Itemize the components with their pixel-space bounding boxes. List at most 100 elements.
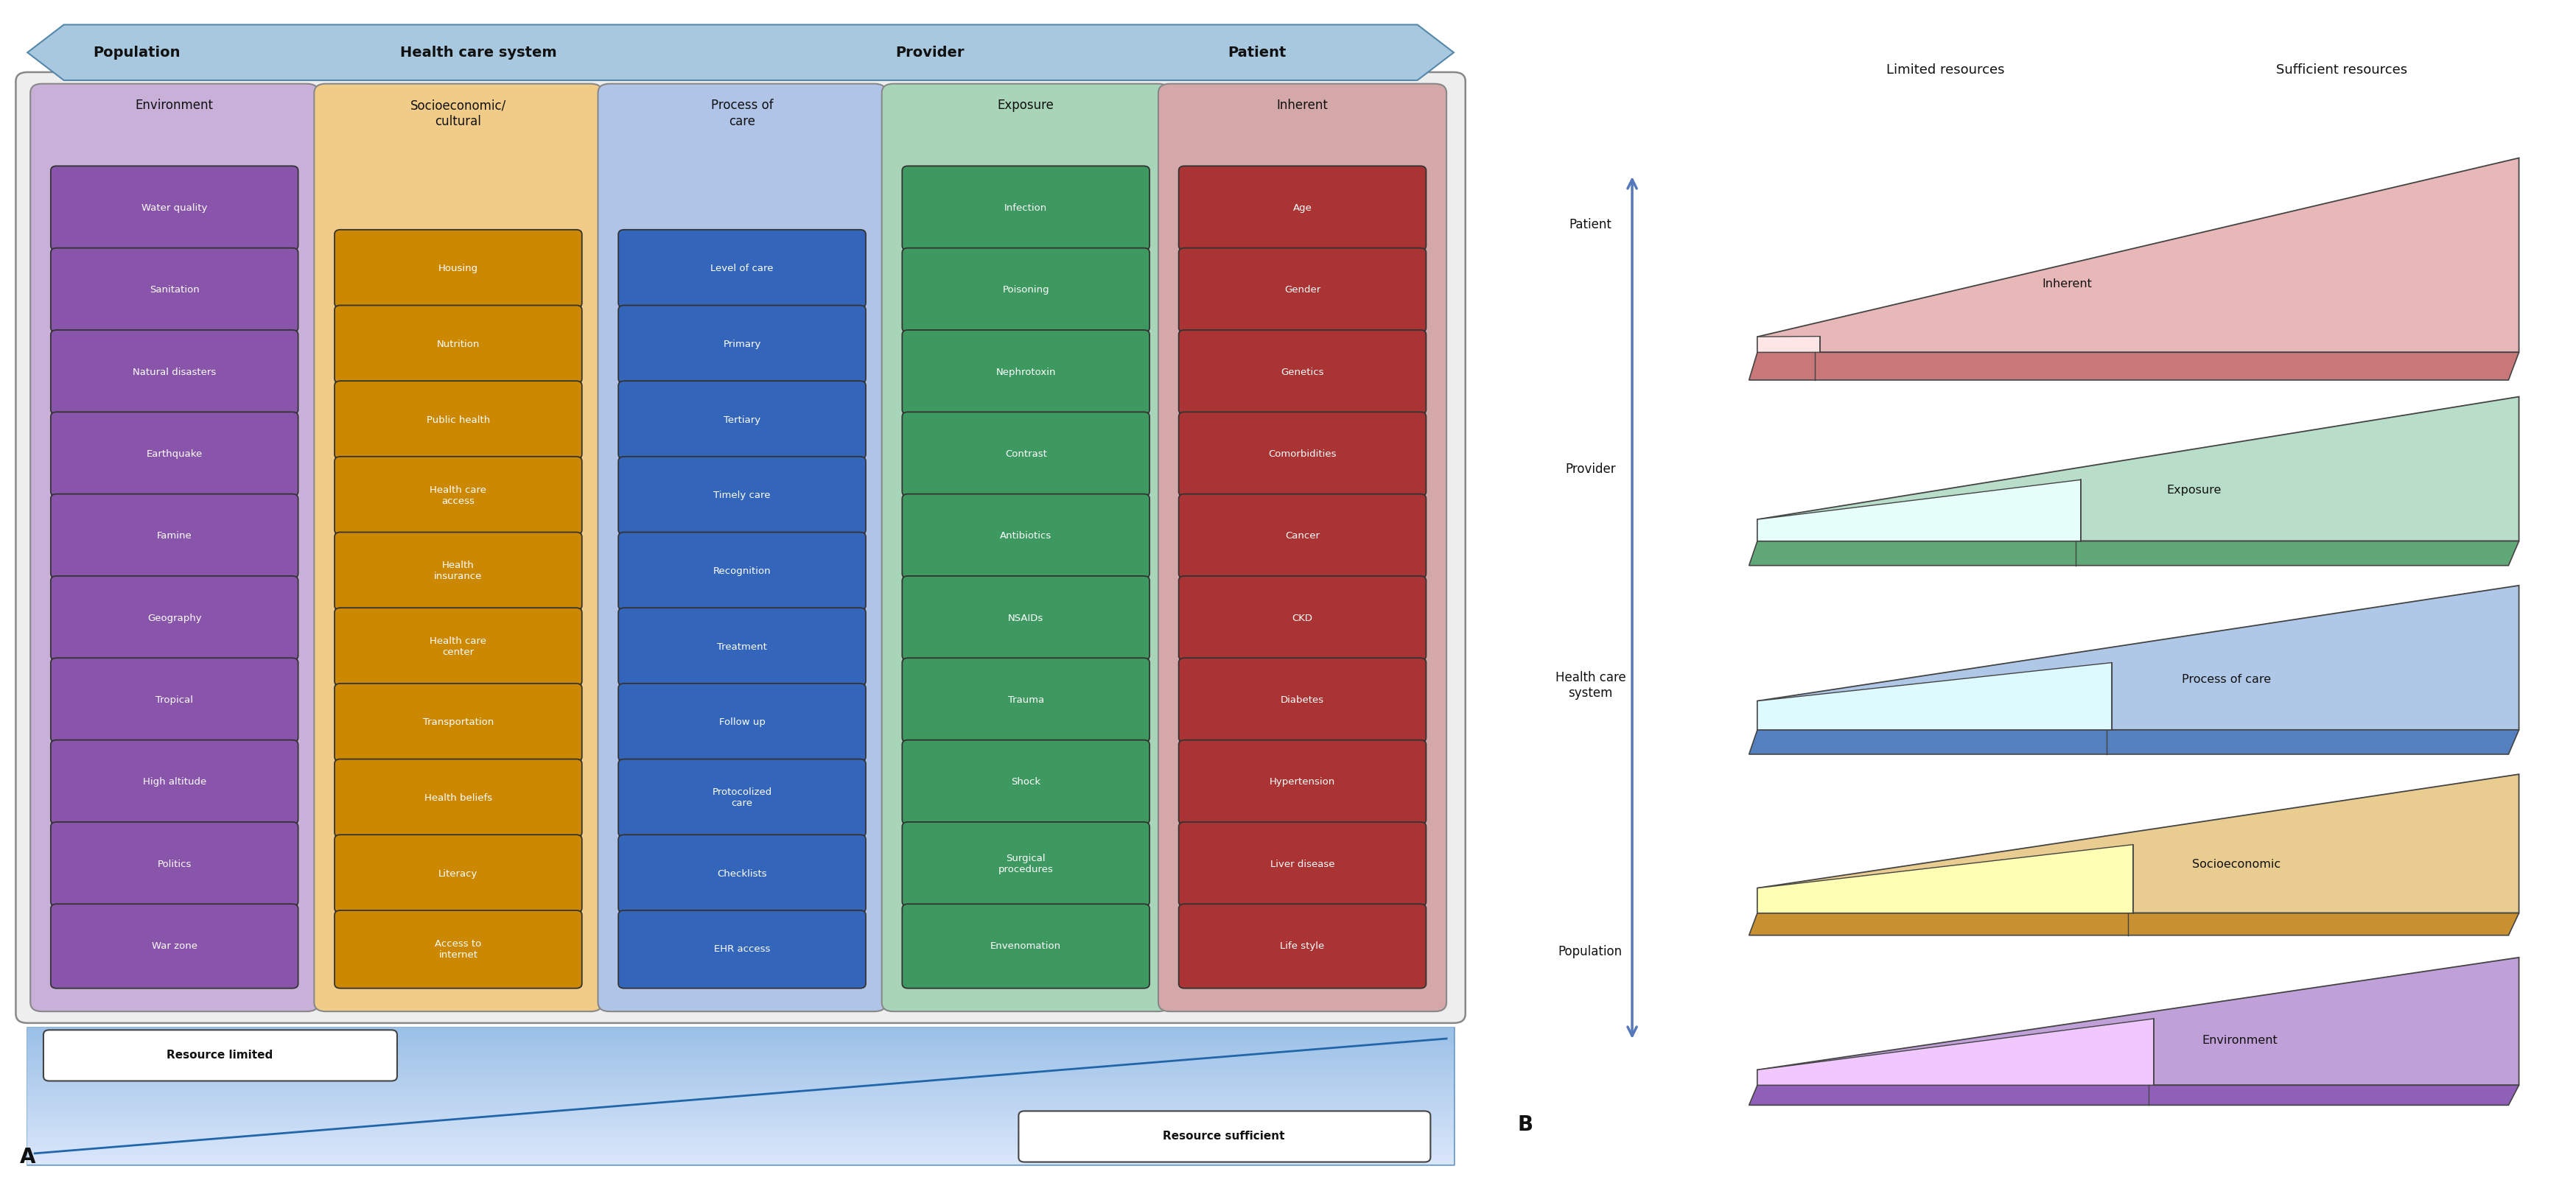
- Text: Health beliefs: Health beliefs: [425, 793, 492, 802]
- FancyBboxPatch shape: [52, 494, 299, 578]
- FancyBboxPatch shape: [618, 759, 866, 837]
- FancyBboxPatch shape: [335, 306, 582, 383]
- Text: Natural disasters: Natural disasters: [134, 368, 216, 377]
- Text: Resource sufficient: Resource sufficient: [1162, 1131, 1285, 1141]
- Text: Politics: Politics: [157, 860, 191, 869]
- Bar: [28, 1091, 1453, 1096]
- Text: Literacy: Literacy: [438, 869, 479, 879]
- Text: Socioeconomic/
cultural: Socioeconomic/ cultural: [410, 99, 507, 129]
- FancyBboxPatch shape: [1018, 1112, 1430, 1162]
- FancyBboxPatch shape: [618, 910, 866, 989]
- FancyBboxPatch shape: [881, 84, 1170, 1011]
- Text: Health care system: Health care system: [399, 45, 556, 60]
- Bar: [28, 1137, 1453, 1141]
- Bar: [28, 1132, 1453, 1137]
- Text: Shock: Shock: [1012, 777, 1041, 787]
- Text: Health care
system: Health care system: [1556, 671, 1625, 700]
- FancyBboxPatch shape: [902, 494, 1149, 578]
- Bar: [28, 1146, 1453, 1151]
- Polygon shape: [1757, 158, 2519, 352]
- Polygon shape: [1757, 958, 2519, 1085]
- FancyBboxPatch shape: [335, 910, 582, 989]
- Text: Health care
center: Health care center: [430, 636, 487, 657]
- FancyBboxPatch shape: [335, 683, 582, 762]
- Text: Sufficient resources: Sufficient resources: [2277, 63, 2406, 76]
- Bar: [28, 1106, 1453, 1109]
- Polygon shape: [1757, 585, 2519, 730]
- FancyBboxPatch shape: [598, 84, 886, 1011]
- Text: Patient: Patient: [1229, 45, 1285, 60]
- Bar: [28, 1128, 1453, 1132]
- Text: NSAIDs: NSAIDs: [1007, 614, 1043, 623]
- Polygon shape: [28, 25, 1453, 80]
- FancyBboxPatch shape: [1180, 412, 1427, 497]
- Polygon shape: [1757, 337, 1819, 352]
- Polygon shape: [1757, 396, 2519, 541]
- Bar: [28, 1028, 1453, 1033]
- Text: Cancer: Cancer: [1285, 531, 1319, 541]
- Text: Level of care: Level of care: [711, 264, 773, 273]
- Text: Limited resources: Limited resources: [1886, 63, 2004, 76]
- FancyBboxPatch shape: [52, 576, 299, 660]
- Bar: [28, 1064, 1453, 1069]
- FancyBboxPatch shape: [618, 306, 866, 383]
- Bar: [28, 1109, 1453, 1114]
- Bar: [28, 1119, 1453, 1124]
- Text: Public health: Public health: [428, 416, 489, 425]
- FancyBboxPatch shape: [902, 904, 1149, 989]
- Bar: [28, 1051, 1453, 1055]
- Polygon shape: [1757, 774, 2519, 913]
- Text: Comorbidities: Comorbidities: [1267, 449, 1337, 458]
- Text: Tropical: Tropical: [155, 695, 193, 704]
- Polygon shape: [1749, 352, 2519, 380]
- Text: Hypertension: Hypertension: [1270, 777, 1334, 787]
- Bar: [28, 1156, 1453, 1159]
- Text: B: B: [1517, 1114, 1533, 1135]
- Bar: [28, 1087, 1453, 1091]
- FancyBboxPatch shape: [335, 608, 582, 685]
- Bar: [28, 1141, 1453, 1146]
- FancyBboxPatch shape: [902, 412, 1149, 497]
- FancyBboxPatch shape: [335, 533, 582, 610]
- FancyBboxPatch shape: [902, 658, 1149, 743]
- Bar: [28, 1151, 1453, 1156]
- Text: Health
insurance: Health insurance: [435, 561, 482, 581]
- Text: Nephrotoxin: Nephrotoxin: [997, 368, 1056, 377]
- Text: Checklists: Checklists: [716, 869, 768, 879]
- Text: Socioeconomic: Socioeconomic: [2192, 858, 2280, 870]
- FancyBboxPatch shape: [52, 904, 299, 989]
- FancyBboxPatch shape: [1180, 494, 1427, 578]
- Text: Follow up: Follow up: [719, 718, 765, 727]
- FancyBboxPatch shape: [314, 84, 603, 1011]
- FancyBboxPatch shape: [52, 248, 299, 332]
- FancyBboxPatch shape: [1180, 740, 1427, 824]
- Text: Famine: Famine: [157, 531, 193, 541]
- Bar: [28, 1096, 1453, 1101]
- Text: Population: Population: [1558, 946, 1623, 959]
- Text: Housing: Housing: [438, 264, 479, 273]
- Text: Envenomation: Envenomation: [989, 941, 1061, 950]
- Text: Sanitation: Sanitation: [149, 285, 198, 295]
- FancyBboxPatch shape: [618, 683, 866, 762]
- Bar: [28, 1114, 1453, 1119]
- FancyBboxPatch shape: [335, 381, 582, 458]
- Text: Provider: Provider: [1566, 462, 1615, 475]
- Text: Exposure: Exposure: [2166, 485, 2221, 496]
- Polygon shape: [1757, 480, 2081, 541]
- FancyBboxPatch shape: [1180, 821, 1427, 906]
- Text: Inherent: Inherent: [1278, 99, 1329, 112]
- Text: Poisoning: Poisoning: [1002, 285, 1048, 295]
- Bar: [28, 1124, 1453, 1128]
- FancyBboxPatch shape: [1159, 84, 1448, 1011]
- Text: Provider: Provider: [896, 45, 963, 60]
- Bar: [28, 1159, 1453, 1164]
- Text: Genetics: Genetics: [1280, 368, 1324, 377]
- Text: Age: Age: [1293, 203, 1311, 213]
- FancyBboxPatch shape: [52, 740, 299, 824]
- Text: Tertiary: Tertiary: [724, 416, 760, 425]
- FancyBboxPatch shape: [335, 835, 582, 912]
- Text: Access to
internet: Access to internet: [435, 938, 482, 960]
- Bar: [28, 1069, 1453, 1073]
- Text: Process of care: Process of care: [2182, 673, 2272, 685]
- FancyBboxPatch shape: [902, 821, 1149, 906]
